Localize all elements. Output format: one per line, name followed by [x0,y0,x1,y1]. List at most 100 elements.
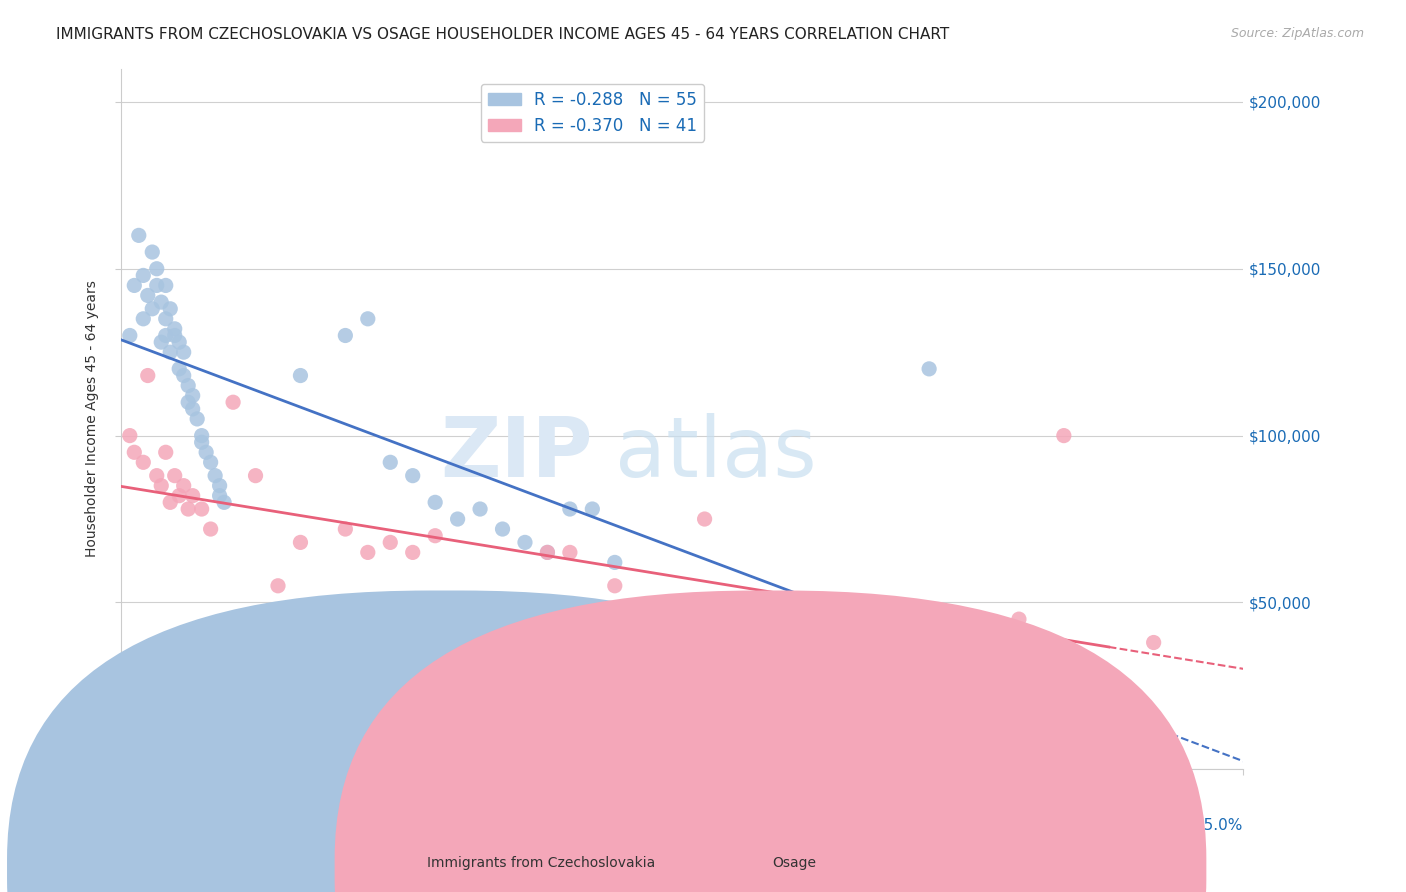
Point [918,362,941,376]
Point [425,529,447,543]
Point [290,368,312,383]
Point [124,278,146,293]
Point [163,328,186,343]
Point [167,489,190,503]
Point [141,245,163,260]
Point [173,368,195,383]
Point [212,495,235,509]
Point [513,602,536,616]
Point [155,328,177,343]
Point [828,622,851,636]
Y-axis label: Householder Income Ages 45 - 64 years: Householder Income Ages 45 - 64 years [86,280,100,558]
Point [181,388,204,402]
Point [145,278,167,293]
Text: Immigrants from Czechoslovakia: Immigrants from Czechoslovakia [427,855,655,870]
Point [132,268,155,283]
Point [1053,428,1076,442]
Point [761,646,783,660]
Point [425,495,447,509]
Point [380,455,402,469]
Text: 25.0%: 25.0% [1195,818,1243,833]
Point [335,328,357,343]
Point [245,468,267,483]
Point [155,278,177,293]
Point [173,345,195,359]
Text: ZIP: ZIP [440,414,592,494]
Point [132,311,155,326]
Point [603,579,626,593]
Point [163,468,186,483]
Text: atlas: atlas [614,414,817,494]
Point [167,335,190,350]
Point [177,395,200,409]
Point [190,502,212,516]
Point [312,629,335,643]
Point [828,612,851,626]
Point [783,612,806,626]
Point [195,445,218,459]
Point [150,295,173,310]
Point [648,602,671,616]
Point [136,368,159,383]
Point [380,535,402,549]
Point [1008,662,1031,676]
Text: Osage: Osage [772,855,817,870]
Point [558,502,581,516]
Point [536,545,558,559]
Point [648,612,671,626]
Point [204,468,226,483]
Point [693,512,716,526]
Point [208,478,231,492]
Point [581,502,603,516]
Point [181,401,204,416]
Point [200,522,222,536]
Point [167,362,190,376]
Point [468,502,491,516]
Point [118,328,141,343]
Point [806,635,828,649]
Point [136,288,159,302]
Point [357,545,380,559]
Point [468,602,491,616]
Point [159,495,181,509]
Point [513,535,536,549]
Text: IMMIGRANTS FROM CZECHOSLOVAKIA VS OSAGE HOUSEHOLDER INCOME AGES 45 - 64 YEARS CO: IMMIGRANTS FROM CZECHOSLOVAKIA VS OSAGE … [56,27,949,42]
Point [177,378,200,392]
Point [128,228,150,243]
Point [145,261,167,276]
Point [402,545,425,559]
Point [603,556,626,570]
Point [335,522,357,536]
Point [290,535,312,549]
Point [155,445,177,459]
Point [200,455,222,469]
Point [446,512,468,526]
Point [150,335,173,350]
Point [738,602,761,616]
Point [558,545,581,559]
Point [145,468,167,483]
Text: Source: ZipAtlas.com: Source: ZipAtlas.com [1230,27,1364,40]
Point [141,301,163,316]
Point [402,468,425,483]
Point [159,301,181,316]
Point [150,478,173,492]
Point [357,311,380,326]
Point [163,322,186,336]
Point [1143,635,1166,649]
Point [159,345,181,359]
Point [124,445,146,459]
Point [186,412,208,426]
Point [173,478,195,492]
Point [177,502,200,516]
Point [222,395,245,409]
Point [491,622,513,636]
Point [491,522,513,536]
Point [155,311,177,326]
Text: 0.0%: 0.0% [121,818,159,833]
Point [267,579,290,593]
Point [190,435,212,450]
Point [118,428,141,442]
Point [190,428,212,442]
Point [181,489,204,503]
